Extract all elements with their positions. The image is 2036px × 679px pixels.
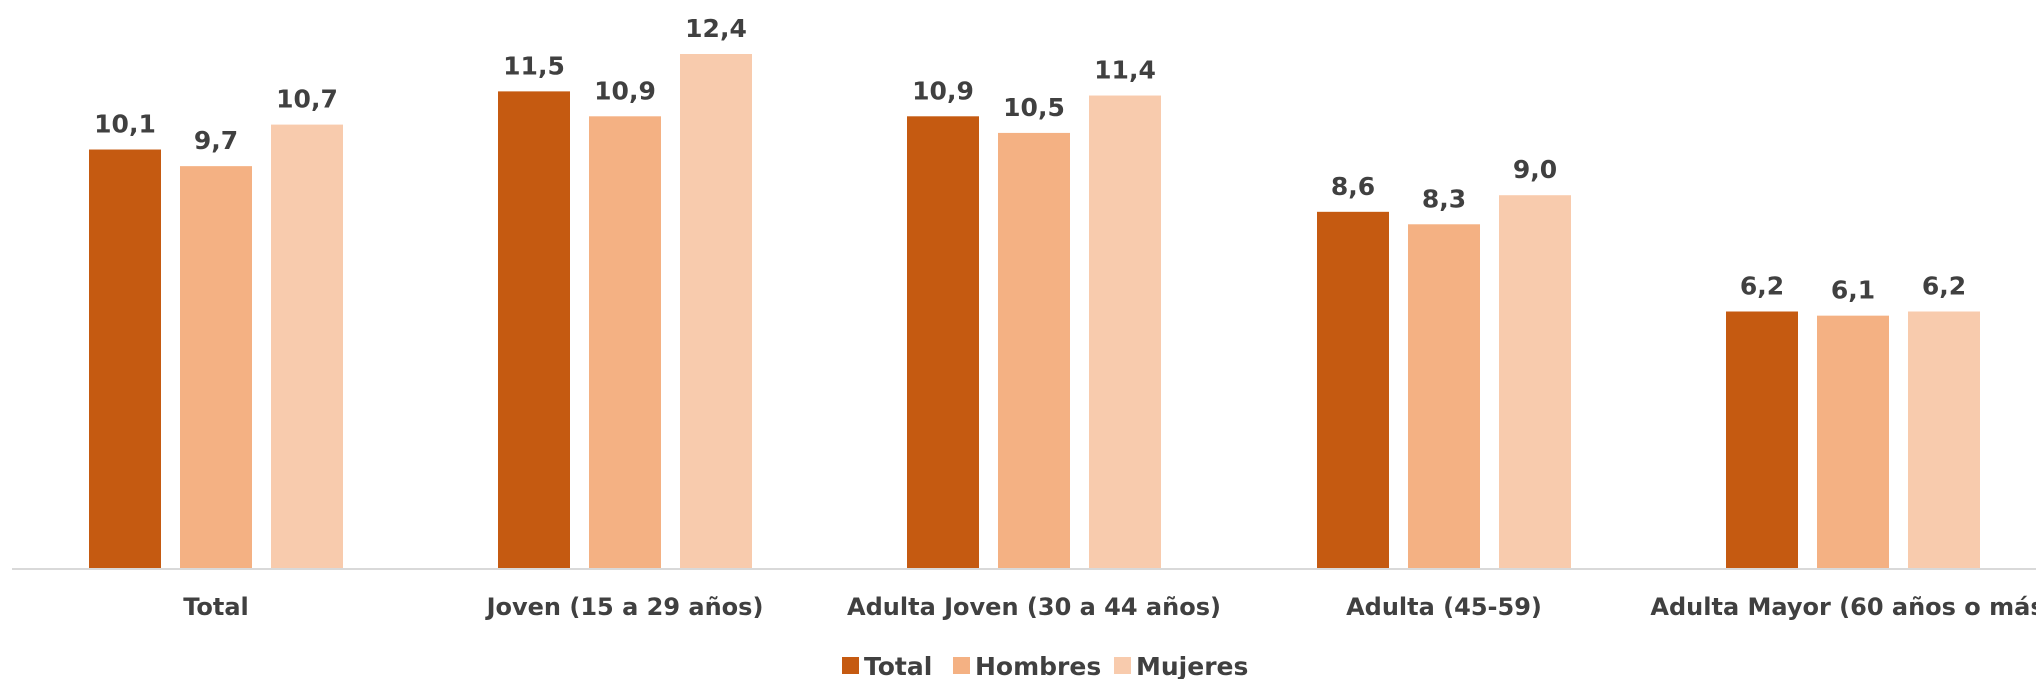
bars-group bbox=[89, 54, 1980, 570]
category-label-adulta-joven-30-a-44-anos: Adulta Joven (30 a 44 años) bbox=[847, 593, 1221, 621]
value-label-mujeres-adulta-mayor-60-anos-o-mas: 6,2 bbox=[1922, 272, 1966, 301]
bar-total-adulta-45-59 bbox=[1317, 211, 1389, 570]
value-label-total-adulta-45-59: 8,6 bbox=[1331, 172, 1375, 201]
value-label-mujeres-total: 10,7 bbox=[276, 85, 338, 114]
legend-label-mujeres: Mujeres bbox=[1136, 652, 1248, 679]
bar-hombres-adulta-joven-30-a-44-anos bbox=[998, 132, 1070, 569]
category-label-adulta-45-59: Adulta (45-59) bbox=[1346, 593, 1542, 621]
value-label-total-joven-15-a-29-anos: 11,5 bbox=[503, 51, 565, 80]
bar-mujeres-joven-15-a-29-anos bbox=[680, 54, 752, 569]
bar-mujeres-adulta-joven-30-a-44-anos bbox=[1089, 95, 1161, 569]
value-label-total-adulta-mayor-60-anos-o-mas: 6,2 bbox=[1740, 272, 1784, 301]
legend-swatch-total bbox=[842, 657, 859, 674]
legend: Total Hombres Mujeres bbox=[842, 652, 1248, 679]
value-label-hombres-total: 9,7 bbox=[194, 126, 238, 155]
category-labels-group: Total Joven (15 a 29 años) Adulta Joven (3… bbox=[183, 593, 2036, 621]
value-label-total-total: 10,1 bbox=[94, 110, 156, 139]
value-label-hombres-adulta-mayor-60-anos-o-mas: 6,1 bbox=[1831, 276, 1875, 305]
category-label-joven-15-a-29-anos: Joven (15 a 29 años) bbox=[485, 593, 764, 621]
value-label-hombres-adulta-45-59: 8,3 bbox=[1422, 184, 1466, 213]
legend-label-total: Total bbox=[864, 652, 932, 679]
bar-total-adulta-mayor-60-anos-o-mas bbox=[1726, 311, 1798, 569]
value-label-total-adulta-joven-30-a-44-anos: 10,9 bbox=[912, 76, 974, 105]
value-label-mujeres-adulta-45-59: 9,0 bbox=[1513, 155, 1557, 184]
bar-hombres-adulta-45-59 bbox=[1408, 224, 1480, 569]
value-label-hombres-joven-15-a-29-anos: 10,9 bbox=[594, 76, 656, 105]
category-label-adulta-mayor-60-anos-o-mas: Adulta Mayor (60 años o más) bbox=[1650, 593, 2036, 621]
bar-hombres-joven-15-a-29-anos bbox=[589, 116, 661, 569]
bar-mujeres-total bbox=[271, 124, 343, 570]
category-label-total: Total bbox=[183, 593, 249, 621]
bar-total-joven-15-a-29-anos bbox=[498, 91, 570, 570]
value-label-hombres-adulta-joven-30-a-44-anos: 10,5 bbox=[1003, 93, 1065, 122]
bar-hombres-total bbox=[180, 166, 252, 570]
value-label-mujeres-adulta-joven-30-a-44-anos: 11,4 bbox=[1094, 56, 1156, 85]
legend-swatch-mujeres bbox=[1114, 657, 1131, 674]
bar-total-total bbox=[89, 149, 161, 569]
bar-mujeres-adulta-mayor-60-anos-o-mas bbox=[1908, 311, 1980, 569]
value-label-mujeres-joven-15-a-29-anos: 12,4 bbox=[685, 14, 747, 43]
bar-total-adulta-joven-30-a-44-anos bbox=[907, 116, 979, 569]
bar-hombres-adulta-mayor-60-anos-o-mas bbox=[1817, 315, 1889, 569]
value-labels-group: 10,1 9,7 10,7 11,5 10,9 12,4 10,9 10,5 11,4 8,6 8,… bbox=[94, 14, 1966, 305]
bar-mujeres-adulta-45-59 bbox=[1499, 195, 1571, 570]
legend-swatch-hombres bbox=[953, 657, 970, 674]
legend-label-hombres: Hombres bbox=[975, 652, 1101, 679]
